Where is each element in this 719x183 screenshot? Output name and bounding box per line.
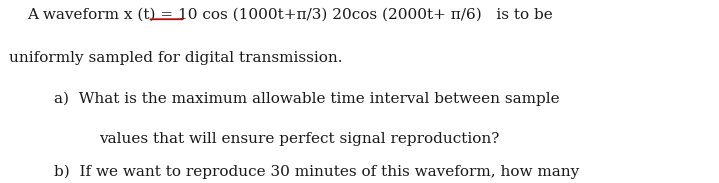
Text: uniformly sampled for digital transmission.: uniformly sampled for digital transmissi… — [9, 51, 342, 65]
Text: values that will ensure perfect signal reproduction?: values that will ensure perfect signal r… — [99, 132, 500, 146]
Text: a)  What is the maximum allowable time interval between sample: a) What is the maximum allowable time in… — [54, 92, 559, 106]
Text: b)  If we want to reproduce 30 minutes of this waveform, how many: b) If we want to reproduce 30 minutes of… — [54, 165, 580, 179]
Text: A waveform x (t) = 10 cos (1000t+π/3) 20cos (2000t+ π/6)   is to be: A waveform x (t) = 10 cos (1000t+π/3) 20… — [27, 7, 553, 21]
